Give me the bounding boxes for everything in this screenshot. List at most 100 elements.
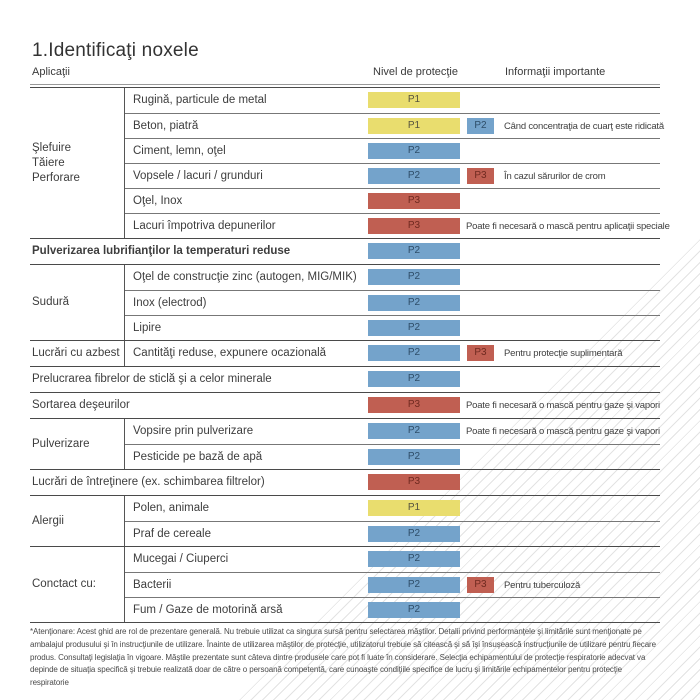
disclaimer-footnote: *Atenţionare: Acest ghid are rol de prez… bbox=[30, 627, 656, 688]
group-items: Vopsire prin pulverizare P2 Poate fi neces… bbox=[124, 419, 660, 469]
protection-level-badge: P2 bbox=[368, 423, 460, 439]
application-row-block: Prelucrarea fibrelor de sticlă şi a celo… bbox=[30, 367, 660, 393]
protection-level-badge: P2 bbox=[368, 168, 460, 184]
protection-level-badge: P2 bbox=[368, 295, 460, 311]
important-info-text: Pentru tuberculoză bbox=[504, 580, 581, 591]
protection-level-badge: P2 bbox=[368, 143, 460, 159]
application-row-block: Sortarea deşeurilor P3 Poate fi necesară o… bbox=[30, 393, 660, 419]
protection-level-badge: P2 bbox=[368, 577, 460, 593]
application-group: Şlefuire Tăiere Perforare Rugină, particu… bbox=[30, 88, 670, 239]
table-row: Bacterii P2 P3 Pentru tuberculoză bbox=[125, 572, 660, 597]
table-header-row: Aplicaţii Nivel de protecţie Informaţii … bbox=[30, 64, 660, 85]
group-label: Sudură bbox=[32, 296, 70, 308]
application-label: Beton, piatră bbox=[133, 120, 199, 132]
protection-level-badge: P3 bbox=[368, 397, 460, 413]
application-label: Bacterii bbox=[133, 579, 172, 591]
table-row: Lipire P2 bbox=[125, 315, 660, 340]
protection-level-badge: P2 bbox=[368, 371, 460, 387]
application-label: Lucrări de întreţinere (ex. schimbarea f… bbox=[32, 476, 265, 488]
application-label: Fum / Gaze de motorină arsă bbox=[133, 604, 283, 616]
table-row: Praf de cereale P2 bbox=[125, 521, 660, 546]
protection-level-badge: P2 bbox=[368, 320, 460, 336]
secondary-protection-level-badge: P3 bbox=[467, 168, 494, 184]
protection-level-badge: P1 bbox=[368, 92, 460, 108]
application-label: Oţel de construcţie zinc (autogen, MIG/M… bbox=[133, 271, 357, 283]
group-label: Şlefuire Tăiere Perforare bbox=[32, 141, 80, 184]
application-label: Polen, animale bbox=[133, 502, 210, 514]
application-label: Rugină, particule de metal bbox=[133, 94, 267, 106]
group-label: Alergii bbox=[32, 514, 64, 527]
application-label: Pesticide pe bază de apă bbox=[133, 451, 263, 463]
group-label: Conctact cu: bbox=[32, 578, 96, 590]
group-items: Rugină, particule de metal P1 Beton, piatr… bbox=[124, 88, 670, 238]
table-row: Prelucrarea fibrelor de sticlă şi a celo… bbox=[30, 367, 660, 392]
application-label: Oţel, Inox bbox=[133, 195, 183, 207]
application-label: Praf de cereale bbox=[133, 528, 211, 540]
application-label: Sortarea deşeurilor bbox=[32, 399, 130, 411]
table-row: Inox (electrod) P2 bbox=[125, 290, 660, 315]
application-label: Mucegai / Ciuperci bbox=[133, 553, 229, 565]
application-label: Lacuri împotriva depunerilor bbox=[133, 220, 276, 232]
protection-level-badge: P3 bbox=[368, 474, 460, 490]
table-row: Mucegai / Ciuperci P2 bbox=[125, 547, 660, 572]
header-important-info: Informaţii importante bbox=[505, 66, 606, 78]
important-info-text: Poate fi necesară o mască pentru gaze şi… bbox=[466, 426, 660, 437]
protection-level-badge: P3 bbox=[368, 218, 460, 234]
table-row: Sortarea deşeurilor P3 Poate fi necesară o… bbox=[30, 393, 660, 418]
table-row: Oţel de construcţie zinc (autogen, MIG/M… bbox=[125, 265, 660, 290]
group-label: Pulverizare bbox=[32, 437, 90, 450]
table-row: Beton, piatră P1 P2 Când concentraţia de cu… bbox=[125, 113, 664, 138]
group-items: Polen, animale P1 Praf de cereale P2 bbox=[124, 496, 660, 546]
header-applications: Aplicaţii bbox=[32, 66, 70, 78]
protection-level-badge: P1 bbox=[368, 118, 460, 134]
table-row: Fum / Gaze de motorină arsă P2 bbox=[125, 597, 660, 622]
group-items: Cantităţi reduse, expunere ocazională P2 P… bbox=[124, 341, 660, 366]
hazard-table-body: Şlefuire Tăiere Perforare Rugină, particu… bbox=[30, 87, 670, 623]
page-title: 1.Identificaţi noxele bbox=[32, 39, 199, 61]
application-group: Sudură Oţel de construcţie zinc (autogen,… bbox=[30, 265, 660, 341]
table-row: Pulverizarea lubrifianţilor la temperatu… bbox=[30, 239, 660, 264]
application-row-block: Lucrări de întreţinere (ex. schimbarea f… bbox=[30, 470, 660, 496]
full-row-wrap: Prelucrarea fibrelor de sticlă şi a celo… bbox=[30, 367, 660, 392]
application-label: Pulverizarea lubrifianţilor la temperatu… bbox=[32, 245, 291, 257]
table-row: Pesticide pe bază de apă P2 bbox=[125, 444, 660, 469]
table-row: Ciment, lemn, oţel P2 bbox=[125, 138, 660, 163]
group-items: Oţel de construcţie zinc (autogen, MIG/M… bbox=[124, 265, 660, 340]
full-row-wrap: Sortarea deşeurilor P3 Poate fi necesară o… bbox=[30, 393, 660, 418]
protection-level-badge: P2 bbox=[368, 345, 460, 361]
application-label: Prelucrarea fibrelor de sticlă şi a celo… bbox=[32, 373, 272, 385]
group-label: Lucrări cu azbest bbox=[32, 347, 120, 359]
protection-level-badge: P2 bbox=[368, 243, 460, 259]
table-row: Cantităţi reduse, expunere ocazională P2 P… bbox=[125, 341, 660, 366]
application-row-block: Pulverizarea lubrifianţilor la temperatu… bbox=[30, 239, 660, 265]
protection-level-badge: P2 bbox=[368, 269, 460, 285]
table-row: Vopsele / lacuri / grunduri P2 P3 În cazul … bbox=[125, 163, 660, 188]
protection-level-badge: P1 bbox=[368, 500, 460, 516]
important-info-text: Poate fi necesară o mască pentru gaze şi… bbox=[466, 400, 660, 411]
application-label: Inox (electrod) bbox=[133, 297, 207, 309]
table-row: Lacuri împotriva depunerilor P3 Poate fi n… bbox=[125, 213, 670, 238]
protection-level-badge: P2 bbox=[368, 526, 460, 542]
application-group: Lucrări cu azbest Cantităţi reduse, expun… bbox=[30, 341, 660, 367]
header-protection-level: Nivel de protecţie bbox=[373, 66, 458, 78]
table-row: Vopsire prin pulverizare P2 Poate fi neces… bbox=[125, 419, 660, 444]
application-label: Lipire bbox=[133, 322, 162, 334]
important-info-text: Poate fi necesară o mască pentru aplicaţ… bbox=[466, 221, 670, 232]
important-info-text: În cazul sărurilor de crom bbox=[504, 171, 606, 182]
protection-level-badge: P2 bbox=[368, 551, 460, 567]
important-info-text: Pentru protecţie suplimentară bbox=[504, 348, 623, 359]
application-label: Ciment, lemn, oţel bbox=[133, 145, 226, 157]
application-group: Alergii Polen, animale P1 Praf de cereale P2 bbox=[30, 496, 660, 547]
protection-level-badge: P2 bbox=[368, 602, 460, 618]
table-row: Rugină, particule de metal P1 bbox=[125, 88, 660, 113]
application-label: Vopsire prin pulverizare bbox=[133, 425, 254, 437]
secondary-protection-level-badge: P2 bbox=[467, 118, 494, 134]
application-group: Conctact cu: Mucegai / Ciuperci P2 Bacterii… bbox=[30, 547, 660, 623]
table-row: Polen, animale P1 bbox=[125, 496, 660, 521]
protection-level-badge: P2 bbox=[368, 449, 460, 465]
application-label: Vopsele / lacuri / grunduri bbox=[133, 170, 263, 182]
application-label: Cantităţi reduse, expunere ocazională bbox=[133, 347, 327, 359]
full-row-wrap: Lucrări de întreţinere (ex. schimbarea f… bbox=[30, 470, 660, 495]
secondary-protection-level-badge: P3 bbox=[467, 345, 494, 361]
table-row: Oţel, Inox P3 bbox=[125, 188, 660, 213]
